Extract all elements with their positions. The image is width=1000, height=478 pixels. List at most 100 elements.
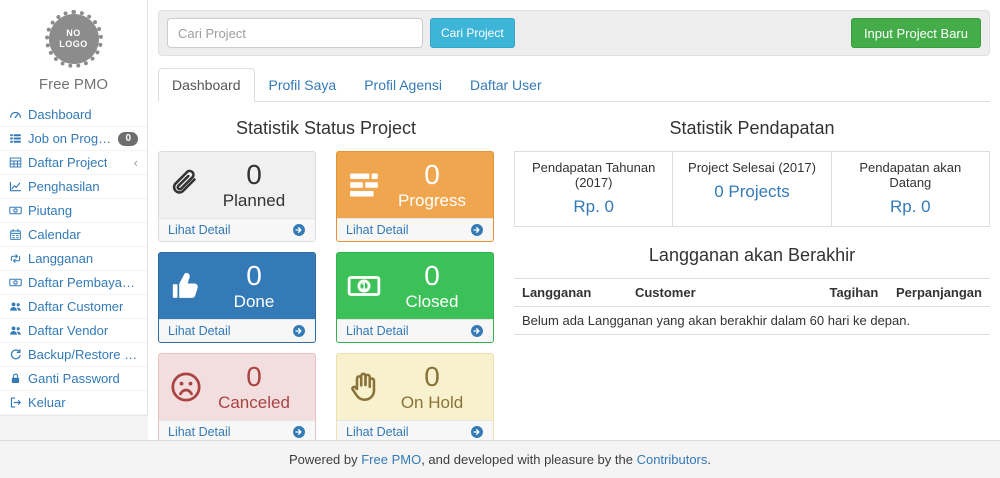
search-input[interactable] bbox=[167, 18, 423, 48]
canceled-detail-link[interactable]: Lihat Detail bbox=[159, 420, 315, 440]
tab-daftar-user[interactable]: Daftar User bbox=[470, 77, 542, 93]
subscription-table-header: Langganan Customer Tagihan Perpanjangan bbox=[514, 278, 990, 307]
sidebar-item-daftar-vendor[interactable]: Daftar Vendor bbox=[0, 319, 147, 343]
subscription-section-title: Langganan akan Berakhir bbox=[648, 245, 856, 265]
arrow-circle-right-icon bbox=[470, 324, 484, 338]
sidebar-item-calendar[interactable]: Calendar bbox=[0, 223, 147, 247]
brand: NO LOGO Free PMO bbox=[0, 0, 147, 103]
sidebar-item-label: Daftar Project bbox=[28, 155, 108, 170]
card-closed: 0 Closed Lihat Detail bbox=[336, 252, 494, 343]
planned-count: 0 bbox=[246, 158, 262, 190]
table-row: Belum ada Langganan yang akan berakhir d… bbox=[514, 307, 990, 335]
on-hold-detail-link[interactable]: Lihat Detail bbox=[337, 420, 493, 440]
contributors-link[interactable]: Contributors bbox=[636, 452, 708, 467]
card-on-hold: 0 On Hold Lihat Detail bbox=[336, 353, 494, 440]
arrow-circle-right-icon bbox=[292, 223, 306, 237]
retweet-icon bbox=[9, 252, 22, 265]
sidebar: NO LOGO Free PMO Dashboard Job on Progre… bbox=[0, 0, 148, 440]
income-section-title: Statistik Pendapatan bbox=[669, 118, 835, 138]
sidebar-item-daftar-project[interactable]: Daftar Project ‹ bbox=[0, 151, 147, 175]
stat-value-link[interactable]: Rp. 0 bbox=[573, 197, 614, 216]
stat-value-link[interactable]: Rp. 0 bbox=[890, 197, 931, 216]
brand-name: Free PMO bbox=[38, 76, 109, 93]
stat-value-link[interactable]: 0 Projects bbox=[714, 182, 790, 201]
chevron-left-icon: ‹ bbox=[133, 155, 138, 170]
done-label: Done bbox=[233, 291, 275, 311]
planned-detail-link[interactable]: Lihat Detail bbox=[159, 218, 315, 241]
status-section: Statistik Status Project 0 Planned Lihat… bbox=[158, 118, 494, 440]
status-section-title: Statistik Status Project bbox=[235, 118, 417, 138]
done-count: 0 bbox=[246, 259, 262, 291]
lock-icon bbox=[9, 372, 22, 385]
stat-label: Project Selesai (2017) bbox=[688, 160, 816, 175]
sidebar-item-keluar[interactable]: Keluar bbox=[0, 391, 147, 415]
canceled-count: 0 bbox=[246, 360, 262, 392]
arrow-circle-right-icon bbox=[292, 425, 306, 439]
sidebar-item-daftar-pembayaran[interactable]: Daftar Pembayaran bbox=[0, 271, 147, 295]
page-footer: Powered by Free PMO, and developed with … bbox=[0, 440, 1000, 478]
sidebar-item-label: Dashboard bbox=[28, 107, 92, 122]
sidebar-item-piutang[interactable]: Piutang bbox=[0, 199, 147, 223]
canceled-label: Canceled bbox=[218, 392, 290, 412]
col-tagihan: Tagihan bbox=[829, 285, 879, 300]
thumbs-up-icon bbox=[169, 269, 203, 303]
closed-label: Closed bbox=[405, 291, 459, 311]
detail-link-label: Lihat Detail bbox=[168, 223, 231, 237]
detail-link-label: Lihat Detail bbox=[346, 324, 409, 338]
free-pmo-link[interactable]: Free PMO bbox=[361, 452, 422, 467]
job-count-badge: 0 bbox=[118, 131, 138, 146]
sidebar-item-dashboard[interactable]: Dashboard bbox=[0, 103, 147, 127]
card-progress: 0 Progress Lihat Detail bbox=[336, 151, 494, 242]
sidebar-item-label: Keluar bbox=[28, 395, 66, 410]
detail-link-label: Lihat Detail bbox=[168, 425, 231, 439]
no-logo-badge: NO LOGO bbox=[44, 10, 103, 68]
tab-bar: Dashboard Profil Saya Profil Agensi Daft… bbox=[158, 68, 990, 102]
on-hold-label: On Hold bbox=[400, 392, 464, 412]
income-section: Statistik Pendapatan Pendapatan Tahunan … bbox=[514, 118, 990, 440]
input-project-baru-button[interactable]: Input Project Baru bbox=[850, 18, 981, 48]
tasks-icon bbox=[347, 168, 381, 202]
closed-count: 0 bbox=[424, 259, 440, 291]
table-icon bbox=[9, 156, 22, 169]
list-icon bbox=[9, 132, 22, 145]
stat-project-selesai: Project Selesai (2017) 0 Projects bbox=[672, 152, 830, 226]
sidebar-item-label: Penghasilan bbox=[28, 179, 100, 194]
main-content: Cari Project Input Project Baru Dashboar… bbox=[148, 0, 1000, 440]
sign-out-icon bbox=[9, 396, 22, 409]
detail-link-label: Lihat Detail bbox=[346, 223, 409, 237]
logo-text-line1: NO bbox=[66, 27, 81, 38]
tab-profil-agensi[interactable]: Profil Agensi bbox=[364, 77, 443, 93]
sidebar-item-label: Backup/Restore DB bbox=[28, 347, 138, 362]
stat-label: Pendapatan akan Datang bbox=[859, 160, 962, 190]
money-icon bbox=[347, 269, 381, 303]
tab-profil-saya[interactable]: Profil Saya bbox=[268, 77, 337, 93]
sidebar-item-backup-restore-db[interactable]: Backup/Restore DB bbox=[0, 343, 147, 367]
search-button[interactable]: Cari Project bbox=[430, 18, 515, 48]
sidebar-item-daftar-customer[interactable]: Daftar Customer bbox=[0, 295, 147, 319]
card-canceled: 0 Canceled Lihat Detail bbox=[158, 353, 316, 440]
done-detail-link[interactable]: Lihat Detail bbox=[159, 319, 315, 342]
sidebar-item-label: Langganan bbox=[28, 251, 94, 266]
sidebar-item-label: Daftar Vendor bbox=[28, 323, 109, 338]
sidebar-item-label: Daftar Customer bbox=[28, 299, 124, 314]
sidebar-item-label: Daftar Pembayaran bbox=[28, 275, 138, 290]
tachometer-icon bbox=[9, 108, 22, 121]
card-done: 0 Done Lihat Detail bbox=[158, 252, 316, 343]
page-content: NO LOGO Free PMO Dashboard Job on Progre… bbox=[0, 0, 1000, 440]
sidebar-item-job-on-progress[interactable]: Job on Progress 0 bbox=[0, 127, 147, 151]
col-customer: Customer bbox=[634, 285, 696, 300]
progress-detail-link[interactable]: Lihat Detail bbox=[337, 218, 493, 241]
stat-pendapatan-tahunan: Pendapatan Tahunan (2017) Rp. 0 bbox=[515, 152, 672, 226]
arrow-circle-right-icon bbox=[470, 425, 484, 439]
on-hold-count: 0 bbox=[424, 360, 440, 392]
card-planned: 0 Planned Lihat Detail bbox=[158, 151, 316, 242]
subscription-table: Langganan Customer Tagihan Perpanjangan … bbox=[514, 278, 990, 335]
calendar-icon bbox=[9, 228, 22, 241]
sidebar-item-langganan[interactable]: Langganan bbox=[0, 247, 147, 271]
money-icon bbox=[9, 276, 22, 289]
closed-detail-link[interactable]: Lihat Detail bbox=[337, 319, 493, 342]
sidebar-item-label: Ganti Password bbox=[28, 371, 120, 386]
sidebar-item-penghasilan[interactable]: Penghasilan bbox=[0, 175, 147, 199]
sidebar-item-ganti-password[interactable]: Ganti Password bbox=[0, 367, 147, 391]
tab-dashboard[interactable]: Dashboard bbox=[158, 68, 255, 102]
